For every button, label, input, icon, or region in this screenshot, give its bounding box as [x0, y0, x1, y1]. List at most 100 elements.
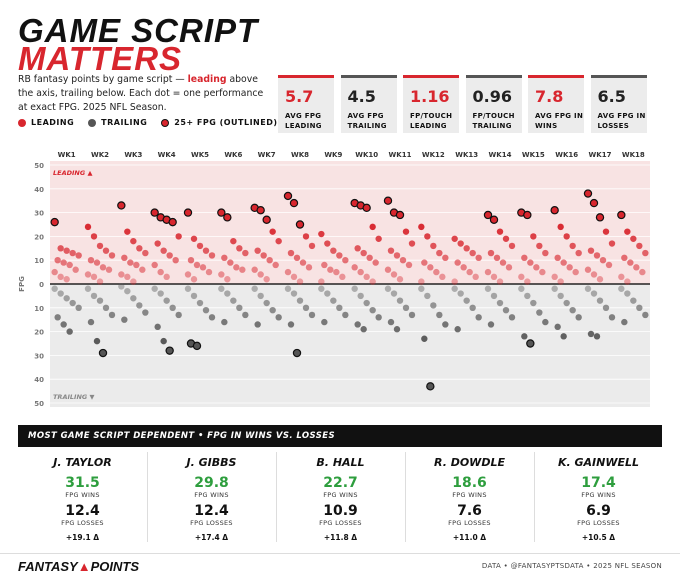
x-tick-label: WK9: [324, 151, 342, 159]
dot: [102, 247, 110, 254]
dot: [208, 252, 216, 259]
dot: [269, 306, 276, 314]
legend-swatch: [18, 118, 26, 127]
dot: [533, 264, 540, 271]
dot: [630, 235, 637, 242]
trailing-zone: [50, 284, 650, 407]
dot: [490, 292, 498, 300]
dot: [642, 311, 649, 319]
dot: [336, 252, 343, 259]
dot: [324, 290, 331, 297]
dot: [99, 264, 107, 271]
dot: [524, 292, 531, 300]
dot: [375, 314, 382, 321]
dot: [421, 259, 428, 266]
dot: [324, 240, 331, 247]
outlined-dot: [489, 215, 499, 224]
dot: [624, 278, 631, 285]
x-tick-label: WK1: [58, 151, 76, 159]
dot: [284, 268, 292, 276]
dot: [102, 304, 110, 311]
dot: [54, 314, 61, 321]
y-tick-label: 20: [34, 233, 44, 241]
fpg-diff: +10.5 Δ: [581, 533, 616, 542]
y-axis-label: FPG: [18, 276, 26, 292]
x-tick-label: WK14: [489, 151, 512, 159]
dot: [296, 297, 304, 304]
dot: [521, 254, 528, 262]
dot: [105, 266, 113, 273]
dot: [69, 299, 76, 307]
dot: [557, 223, 564, 231]
dot: [318, 285, 325, 292]
dot: [66, 328, 73, 335]
dot: [227, 259, 234, 266]
dot: [475, 254, 482, 262]
dot: [608, 314, 616, 321]
outlined-dot: [362, 203, 371, 213]
dot: [496, 228, 504, 235]
dot: [357, 268, 364, 276]
legend-item: 25+ FPG (OUTLINED): [161, 118, 277, 127]
stat-value: 6.5: [597, 87, 626, 106]
dot: [584, 266, 592, 273]
dot: [284, 285, 292, 292]
dot: [596, 276, 604, 283]
dot: [602, 228, 610, 235]
dot: [360, 326, 367, 333]
dot: [224, 276, 231, 283]
fpg-losses: 12.4: [194, 503, 229, 519]
x-tick-label: WK17: [589, 151, 612, 159]
dot: [130, 278, 137, 285]
x-tick-label: WK5: [191, 151, 209, 159]
dot: [460, 264, 467, 271]
dot: [490, 273, 498, 281]
dot: [590, 271, 598, 278]
dot: [569, 306, 576, 314]
dot: [54, 257, 61, 264]
stat-label: FP/TOUCH LEADING: [410, 112, 453, 130]
dot: [439, 273, 446, 281]
dot: [557, 278, 564, 285]
dot: [124, 273, 131, 281]
dot: [108, 311, 116, 319]
dot: [275, 237, 282, 245]
player-name: J. GIBBS: [186, 456, 237, 469]
dot: [536, 242, 543, 250]
dot: [542, 249, 549, 257]
dot: [236, 304, 243, 311]
dot: [442, 254, 449, 262]
dot: [93, 259, 101, 266]
stat-card: 1.16 FP/TOUCH LEADING: [403, 75, 459, 133]
x-tick-label: WK12: [422, 151, 445, 159]
dot: [369, 306, 376, 314]
dot: [142, 249, 149, 257]
fpg-losses: 12.4: [65, 503, 100, 519]
dot: [342, 311, 349, 319]
outlined-dot: [289, 198, 299, 208]
dot: [387, 247, 395, 254]
dot: [72, 266, 79, 273]
dot: [436, 249, 443, 257]
dot: [463, 245, 470, 252]
dot: [396, 297, 404, 304]
fpg-losses-label: FPG LOSSES: [577, 519, 620, 527]
title: GAME SCRIPT: [18, 12, 259, 49]
dot: [421, 335, 428, 342]
outlined-dot: [262, 215, 271, 224]
outlined-dot: [217, 208, 226, 217]
dot: [469, 304, 476, 311]
legend-label: 25+ FPG (OUTLINED): [174, 118, 278, 127]
dot: [518, 273, 525, 281]
dot: [60, 321, 67, 328]
dot: [57, 273, 64, 281]
stat-card: 4.5 AVG FPG TRAILING: [340, 75, 397, 133]
dot: [608, 240, 616, 247]
outlined-dot: [595, 213, 605, 222]
footer: FANTASY▲POINTS DATA • @FANTASYPTSDATA • …: [0, 553, 680, 578]
dot: [236, 245, 243, 252]
dot: [393, 326, 401, 333]
dot: [463, 297, 470, 304]
dot: [96, 278, 104, 285]
